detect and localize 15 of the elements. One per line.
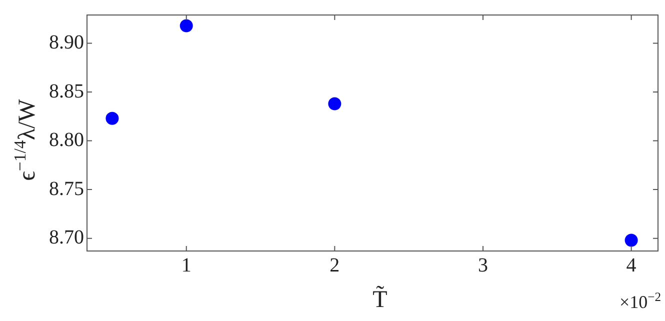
- x-tick-label: 1: [181, 254, 192, 276]
- point: [180, 19, 193, 32]
- y-tick-label: 8.75: [49, 178, 84, 200]
- x-axis-title: T̃: [372, 287, 388, 314]
- y-tick-label: 8.70: [49, 226, 84, 249]
- point: [624, 234, 638, 247]
- text: ×10$^{−2}$: [619, 290, 661, 313]
- x-tick-label: 4: [626, 254, 636, 276]
- y-tick-label: 8.90: [49, 32, 84, 54]
- point: [328, 97, 342, 110]
- point: [106, 112, 119, 125]
- y-tick-label: 8.85: [49, 80, 84, 102]
- y-tick-label: 8.80: [49, 129, 84, 152]
- x-tick-label: 2: [330, 254, 340, 276]
- x-tick-label: 3: [478, 254, 488, 276]
